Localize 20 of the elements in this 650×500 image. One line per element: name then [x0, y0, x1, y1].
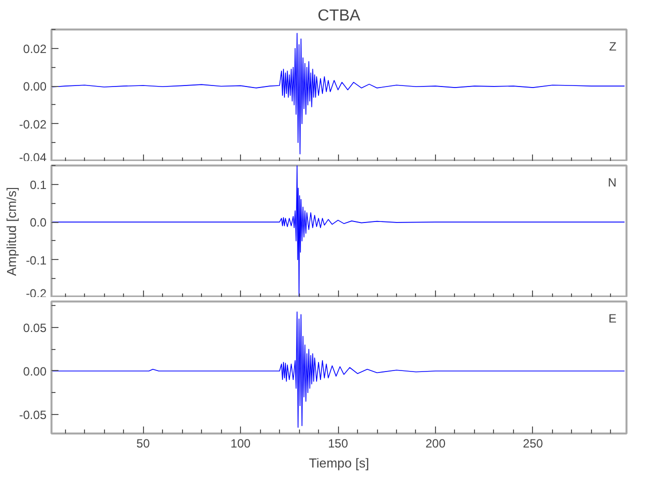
- y-tick-label: -0.05: [19, 408, 47, 422]
- y-tick-label: 0.00: [23, 364, 47, 378]
- annotation: N: [608, 176, 617, 190]
- y-tick-label: 0.02: [23, 42, 47, 56]
- x-axis-title: Tiempo [s]: [308, 456, 370, 470]
- y-tick-label: 0.05: [23, 321, 47, 336]
- chart-title: CTBA: [318, 8, 361, 24]
- x-tick-label: 150: [328, 436, 348, 450]
- y-tick-label: 0.0: [30, 216, 47, 230]
- x-tick-label: 50: [136, 436, 150, 450]
- x-tick-label: 100: [230, 436, 251, 450]
- y-tick-label: -0.02: [19, 117, 47, 132]
- annotation: Z: [609, 40, 617, 54]
- y-tick-label: -0.1: [26, 253, 47, 268]
- x-tick-label: 250: [522, 436, 544, 450]
- annotation: E: [608, 312, 617, 326]
- y-tick-label: 0.1: [30, 178, 47, 192]
- x-tick-label: 200: [425, 436, 446, 450]
- y-axis-title: Amplitud [cm/s]: [4, 187, 19, 276]
- y-tick-label: 0.00: [23, 80, 47, 94]
